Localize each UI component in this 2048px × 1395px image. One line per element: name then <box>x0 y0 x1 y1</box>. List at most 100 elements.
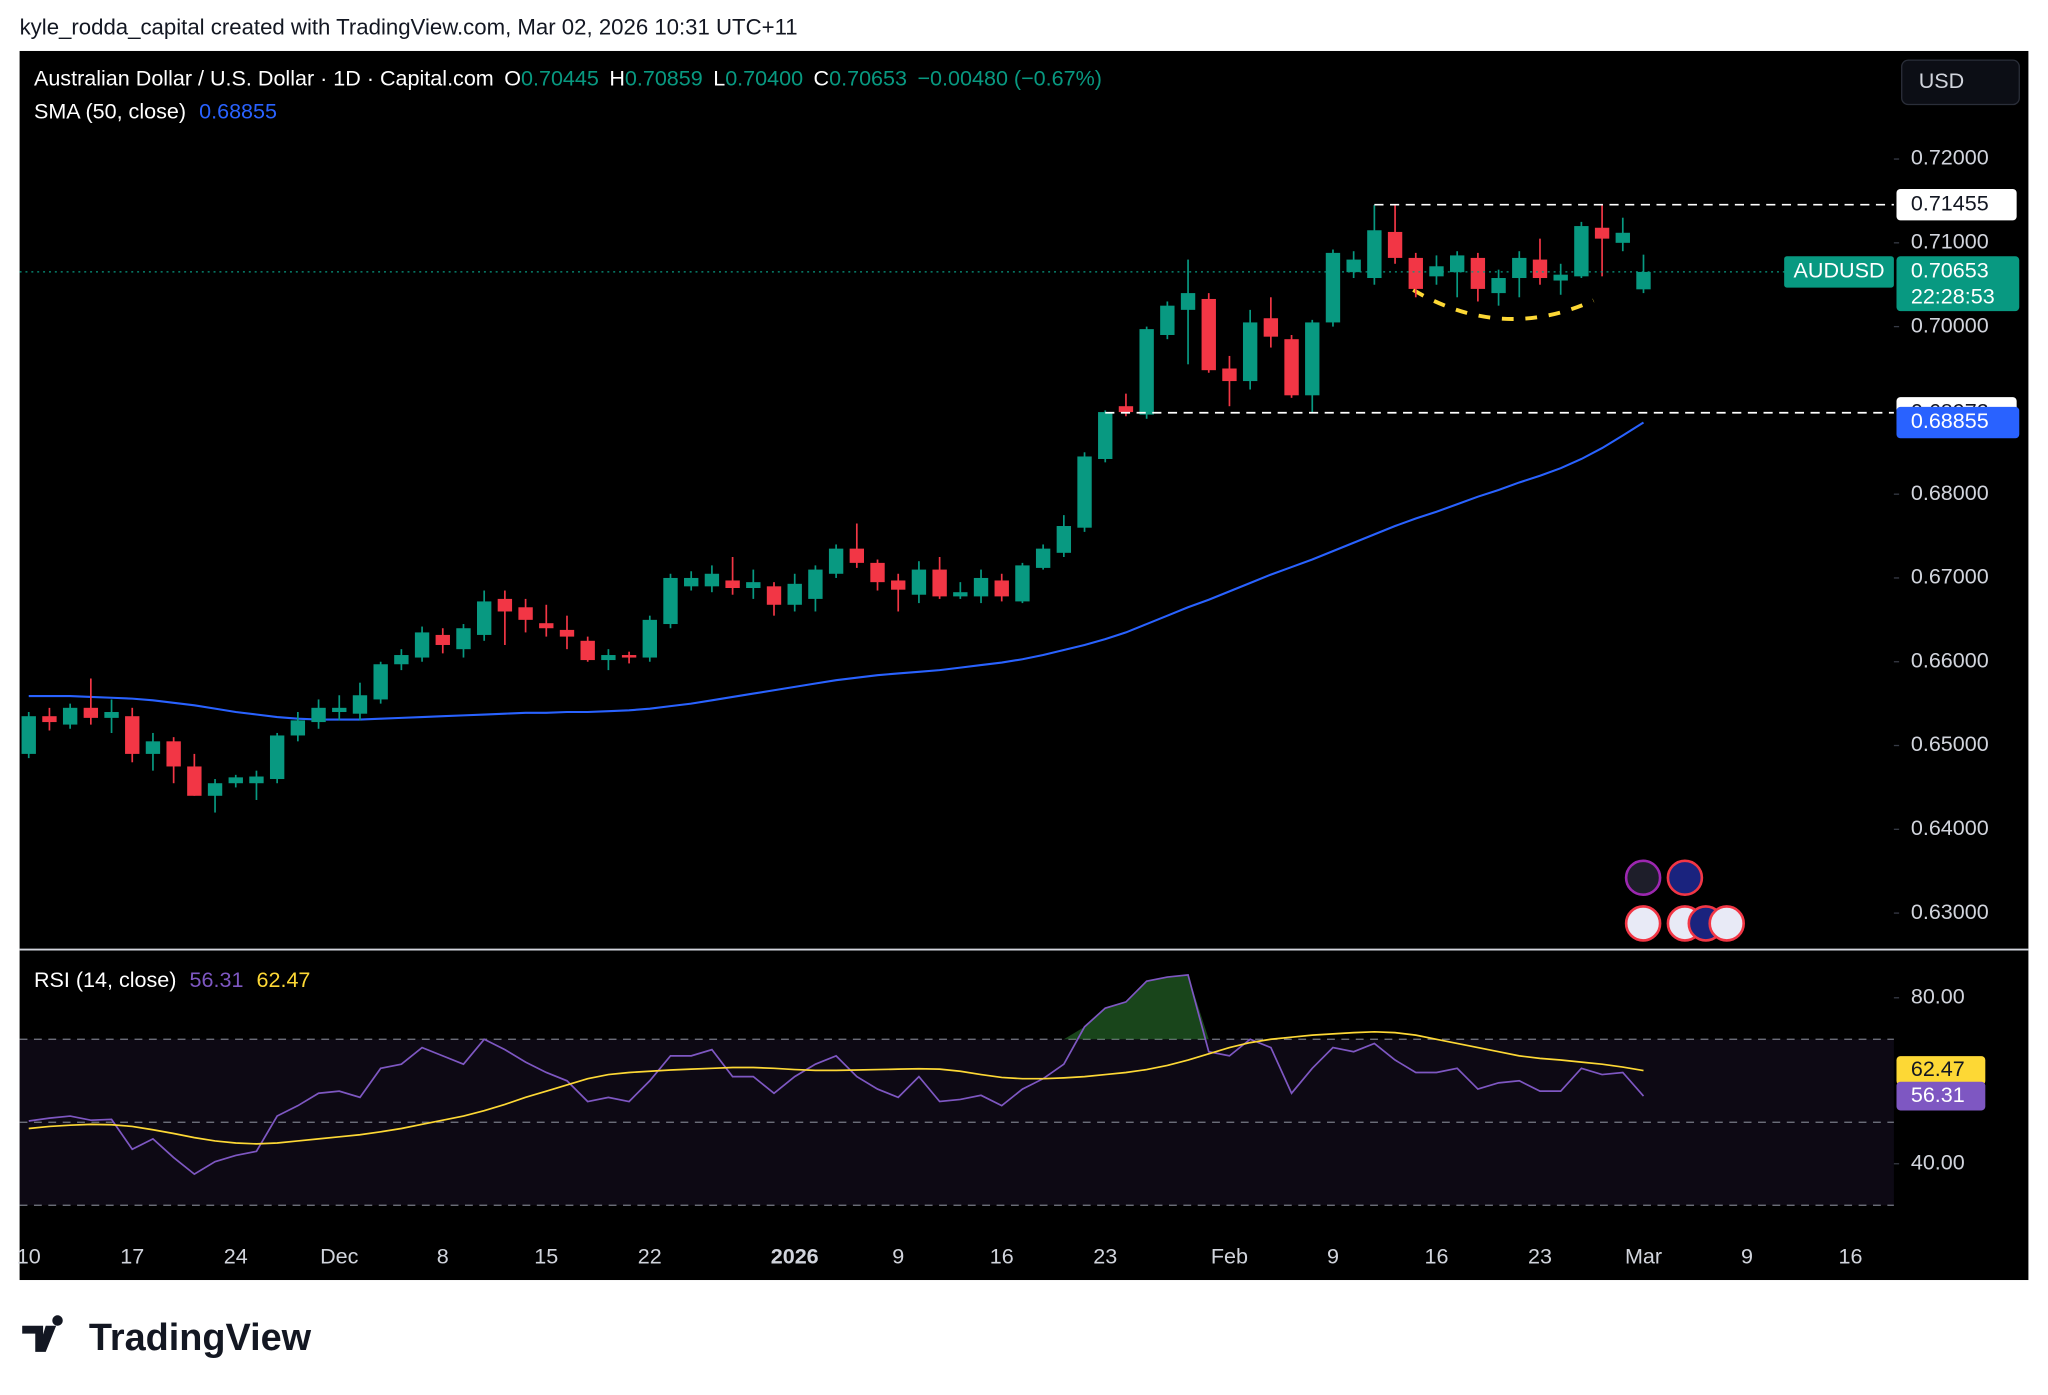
y-tick-label: 0.71000 <box>1911 229 1989 254</box>
candle-body <box>787 583 802 605</box>
candle-body <box>1615 232 1630 243</box>
sma-value: 0.68855 <box>199 98 277 123</box>
candle-body <box>559 629 575 637</box>
candle-body <box>828 548 844 574</box>
event-icon <box>1666 859 1704 897</box>
rsi-label: 62.47 <box>1911 1056 1965 1081</box>
candle-body <box>1470 257 1486 289</box>
symbol-name: Australian Dollar / U.S. Dollar · 1D · C… <box>34 65 494 90</box>
candle-body <box>580 640 595 661</box>
candle-body <box>684 577 699 587</box>
candle-body <box>1449 255 1465 273</box>
candle-body <box>1574 226 1589 277</box>
y-tick-label: 0.63000 <box>1911 899 1989 924</box>
ohlc-key: H <box>609 65 625 90</box>
x-tick-label: 9 <box>1327 1244 1339 1269</box>
candle-body <box>663 577 678 625</box>
candle-body <box>1160 305 1175 335</box>
candle-body <box>746 582 761 589</box>
x-tick-label: 15 <box>534 1244 558 1269</box>
candle-body <box>870 562 885 583</box>
rsi-legend: RSI (14, close) 56.31 62.47 <box>34 967 310 992</box>
candle-body <box>953 592 968 597</box>
sma-label-box <box>1896 406 2020 439</box>
logo-mark <box>22 1315 63 1352</box>
candle-body <box>414 632 430 658</box>
candle-body <box>311 707 326 723</box>
candle-body <box>290 720 306 736</box>
rsi-line <box>28 1030 1644 1145</box>
rsi-y-tick-label: 80.00 <box>1911 983 1965 1008</box>
candle-body <box>1408 257 1423 289</box>
candle-body <box>1242 322 1258 382</box>
y-tick-label: 0.66000 <box>1911 647 1989 672</box>
sma-label: 0.68855 <box>1911 408 1989 433</box>
x-tick-label: 23 <box>1093 1244 1117 1269</box>
y-tick-label: 0.67000 <box>1911 564 1989 589</box>
candle-body <box>642 619 657 658</box>
rsi-label-box <box>1896 1056 1986 1085</box>
candle-body <box>456 628 471 650</box>
candle-body <box>808 569 823 599</box>
candle-body <box>1139 329 1154 415</box>
symbol-label: AUDUSD <box>1794 258 1885 283</box>
candle-body <box>539 623 554 629</box>
currency-button[interactable] <box>1901 59 2020 106</box>
candle-body <box>228 777 243 784</box>
candle-body <box>373 664 388 700</box>
candle-body <box>1180 293 1196 310</box>
x-tick-label: 22 <box>638 1244 662 1269</box>
symbol-label-box <box>1784 256 1894 288</box>
candle-body <box>1491 278 1506 294</box>
cup-annotation <box>1412 288 1595 321</box>
y-tick-label: 0.72000 <box>1911 145 1989 170</box>
candle-body <box>518 607 533 620</box>
y-tick-label: 0.65000 <box>1911 731 1989 756</box>
candle-body <box>1636 271 1651 290</box>
x-tick-label: 9 <box>892 1244 904 1269</box>
event-icon <box>1624 905 1662 942</box>
candle-body <box>249 776 264 784</box>
event-icon <box>1708 905 1745 942</box>
y-tick-label: 0.70000 <box>1911 312 1989 337</box>
candle-body <box>994 580 1009 597</box>
candle-body <box>1346 259 1361 273</box>
chart-frame <box>19 50 2029 1281</box>
rsi-label-box <box>1896 1081 1986 1111</box>
candle-body <box>1325 252 1341 323</box>
candle-body <box>932 569 947 597</box>
current-price-label: 0.70653 <box>1911 258 1989 283</box>
ohlc-key: O <box>504 65 521 90</box>
candle-body <box>269 735 285 780</box>
ohlc-value: 0.70400 <box>725 65 803 90</box>
candle-body <box>145 741 161 754</box>
countdown: 22:28:53 <box>1911 284 1995 309</box>
currency-button-label[interactable]: USD <box>1919 68 1965 93</box>
ohlc-change: −0.00480 (−0.67%) <box>917 65 1102 90</box>
candle-body <box>166 741 181 767</box>
price-plot <box>21 205 1651 813</box>
candle-body <box>973 577 989 597</box>
rsi-line <box>28 974 1645 1176</box>
candle-body <box>891 580 906 590</box>
x-tick-label: 16 <box>1424 1244 1448 1269</box>
symbol-legend: Australian Dollar / U.S. Dollar · 1D · C… <box>34 65 1102 90</box>
candle-body <box>1015 565 1030 602</box>
sma-name: SMA (50, close) <box>34 98 186 123</box>
candle-body <box>332 707 347 713</box>
event-icons <box>1624 859 1745 942</box>
candle-body <box>352 695 368 714</box>
rsi-value: 56.31 <box>190 967 244 992</box>
candle-body <box>766 586 782 605</box>
candle-body <box>1035 548 1051 568</box>
x-tick-label: 2026 <box>771 1244 819 1269</box>
ohlc-key: C <box>814 65 830 90</box>
candle-body <box>1098 412 1113 459</box>
logo-text: TradingView <box>89 1317 312 1359</box>
candle-body <box>1284 339 1299 396</box>
candle-body <box>1553 274 1568 281</box>
candle-body <box>435 634 450 645</box>
rsi-y-tick-label: 40.00 <box>1911 1149 1965 1174</box>
